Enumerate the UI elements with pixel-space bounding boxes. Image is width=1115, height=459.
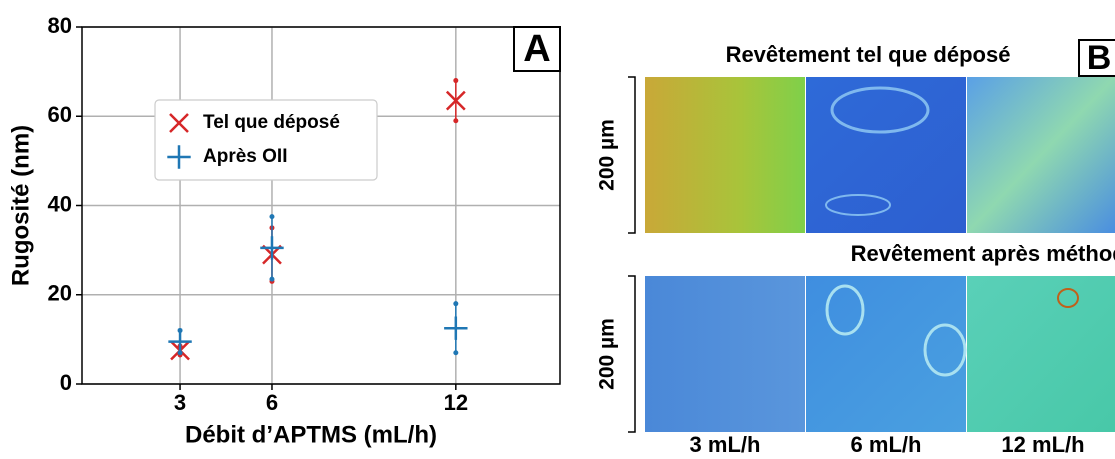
x-axis-label: Débit d’APTMS (mL/h) (185, 421, 437, 448)
error-cap (269, 276, 275, 282)
y-tick-label: 40 (48, 191, 72, 216)
panel-a: 0 20 40 60 80 3 6 12 A Débit d’APTMS (mL/h) Rugosi… (7, 13, 561, 448)
scale-label: 200 µm (596, 318, 619, 390)
scale-label: 200 µm (596, 119, 619, 191)
legend-label: Après OII (203, 146, 287, 167)
panel-b: Revêtement tel que déposé B Revêtement a… (596, 39, 1115, 457)
panel-label: B (1087, 39, 1112, 77)
legend-label: Tel que déposé (203, 112, 340, 133)
panel-label-box (1078, 39, 1115, 77)
image-feature (825, 284, 865, 336)
y-tick-label: 0 (60, 370, 72, 395)
image-feature (1057, 288, 1079, 308)
image (967, 276, 1115, 432)
error-cap (453, 118, 459, 124)
error-cap (453, 350, 459, 356)
image (645, 276, 805, 432)
image (806, 276, 966, 432)
x-tick-label: 6 (266, 390, 278, 415)
row-title: Revêtement après méthode OII (851, 241, 1115, 266)
plot-frame (81, 26, 561, 385)
column-label: 6 mL/h (851, 432, 922, 457)
panel-label-box (513, 26, 561, 72)
y-tick-label: 60 (48, 102, 72, 127)
column-label: 3 mL/h (690, 432, 761, 457)
image (967, 77, 1115, 233)
image-feature (825, 194, 891, 216)
marker-plus (167, 145, 191, 169)
y-tick-label: 20 (48, 281, 72, 306)
row-title: Revêtement tel que déposé (726, 42, 1011, 67)
column-label: 12 mL/h (1001, 432, 1084, 457)
image-feature (830, 86, 930, 134)
y-tick-label: 80 (48, 13, 72, 38)
error-cap (269, 214, 275, 220)
legend-box (154, 99, 378, 181)
x-tick-label: 3 (174, 390, 186, 415)
marker-x (169, 113, 189, 133)
marker-plus (260, 236, 284, 260)
error-cap (453, 78, 459, 84)
error-cap (453, 301, 459, 307)
scale-bar (628, 76, 636, 433)
marker-plus (444, 316, 468, 340)
x-tick-label: 12 (444, 390, 468, 415)
marker-plus (168, 329, 192, 354)
marker-x (445, 90, 466, 111)
image (645, 77, 805, 233)
panel-label: A (523, 28, 550, 70)
y-axis-label: Rugosité (nm) (7, 125, 34, 286)
image-feature (923, 323, 967, 377)
